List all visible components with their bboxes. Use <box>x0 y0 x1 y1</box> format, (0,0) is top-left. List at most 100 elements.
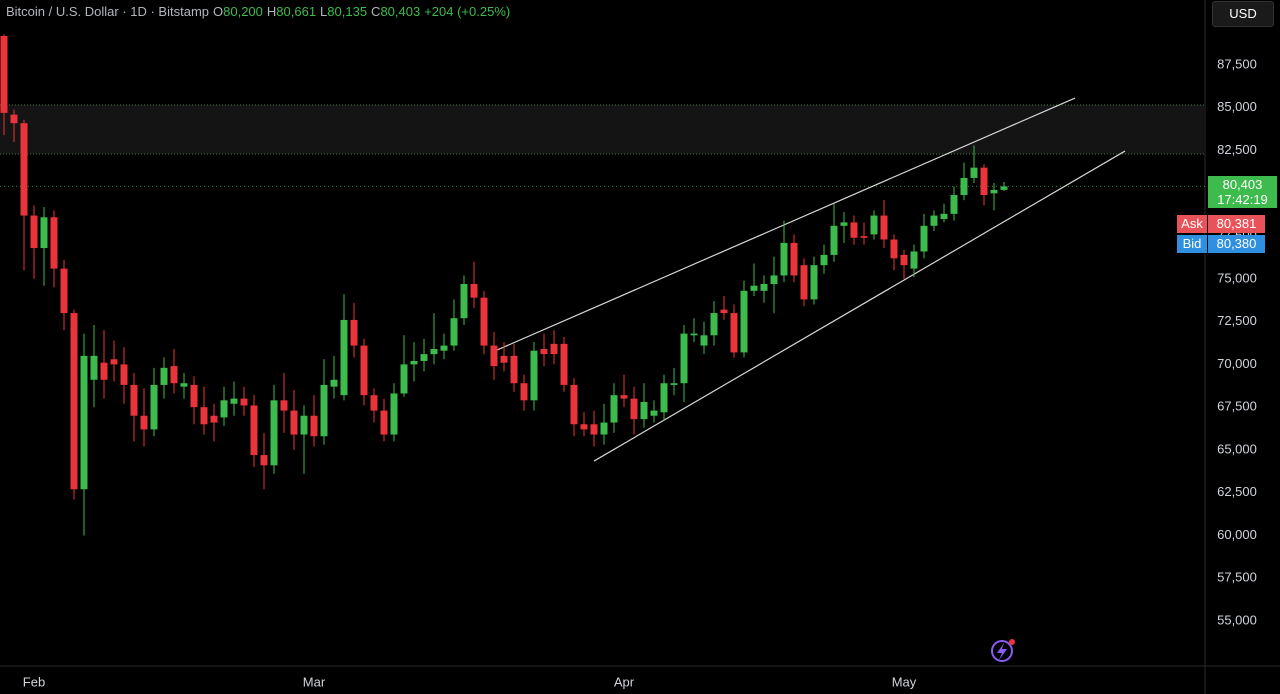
candle-body <box>430 348 438 355</box>
candle-body <box>510 355 518 384</box>
candle-body <box>990 189 998 194</box>
candle-body <box>870 215 878 235</box>
candle-body <box>670 383 678 385</box>
candle-body <box>360 345 368 396</box>
candle-body <box>160 367 168 385</box>
candle-body <box>450 318 458 346</box>
candle-body <box>330 379 338 387</box>
candle-body <box>590 424 598 435</box>
candle-body <box>630 398 638 420</box>
candle-body <box>350 319 358 346</box>
candle-body <box>550 343 558 355</box>
candle-body <box>250 405 258 456</box>
candle-body <box>810 265 818 300</box>
zone <box>0 105 1205 154</box>
ohlc-value: 80,200 <box>223 4 263 19</box>
candle-body <box>650 410 658 416</box>
candle-body <box>610 395 618 423</box>
candle-body <box>570 384 578 425</box>
candle-body <box>730 313 738 353</box>
candle-body <box>620 395 628 399</box>
candle-body <box>820 254 828 266</box>
candle-body <box>320 384 328 437</box>
candle-body <box>470 283 478 298</box>
y-tick-label: 65,000 <box>1217 441 1257 456</box>
y-tick-label: 87,500 <box>1217 56 1257 71</box>
candle-body <box>770 275 778 284</box>
candle-body <box>940 213 948 219</box>
last-price-box: 80,403 17:42:19 <box>1208 176 1277 209</box>
candle-body <box>780 242 788 276</box>
candle-body <box>270 400 278 466</box>
candle-body <box>760 283 768 291</box>
candle-body <box>860 236 868 238</box>
candle-body <box>30 215 38 249</box>
candle-body <box>840 222 848 226</box>
candle-body <box>110 359 118 365</box>
candle-body <box>460 283 468 319</box>
currency[interactable]: USD <box>1212 1 1274 27</box>
x-tick-label: Mar <box>303 674 326 689</box>
candle-body <box>0 35 8 113</box>
candle-body <box>980 167 988 196</box>
candle-body <box>300 415 308 435</box>
candle-body <box>560 343 568 385</box>
candle-body <box>120 364 128 385</box>
trendline <box>593 150 1126 462</box>
symbol: Bitcoin / U.S. Dollar · 1D · Bitstamp <box>6 4 209 19</box>
candle-body <box>530 350 538 401</box>
ohlc-item: L80,135 <box>320 4 367 19</box>
candle-body <box>100 362 108 380</box>
candle-body <box>710 313 718 336</box>
ohlc-key: L <box>320 4 328 19</box>
candle-body <box>60 268 68 314</box>
candle-body <box>80 355 88 490</box>
ohlc-key: H <box>266 4 277 19</box>
candle-body <box>10 114 18 124</box>
y-tick-label: 57,500 <box>1217 570 1257 585</box>
ohlc-item: O80,200 <box>213 4 263 19</box>
countdown: 17:42:19 <box>1217 192 1268 208</box>
candle-body <box>970 167 978 178</box>
candle-body <box>240 398 248 406</box>
candle-body <box>500 355 508 363</box>
candle-body <box>130 384 138 416</box>
candle-body <box>740 290 748 353</box>
candle-body <box>200 407 208 425</box>
candle-body <box>920 225 928 252</box>
candle-body <box>490 345 498 367</box>
candle-body <box>790 242 798 276</box>
y-tick-label: 70,000 <box>1217 356 1257 371</box>
candle-body <box>830 225 838 255</box>
candle-body <box>180 383 188 387</box>
ohlc-item: C80,403 <box>371 4 420 19</box>
candle-body <box>540 348 548 355</box>
icon[interactable] <box>991 639 1015 662</box>
x-tick-label: May <box>892 674 917 689</box>
legend-header: Bitcoin / U.S. Dollar · 1D · Bitstamp O80… <box>6 4 510 19</box>
candle-body <box>410 360 418 365</box>
candle-body <box>910 251 918 269</box>
change: +204 (+0.25%) <box>424 4 511 19</box>
candle-body <box>640 402 648 420</box>
y-tick-label: 62,500 <box>1217 484 1257 499</box>
ohlc-item: H80,661 <box>267 4 316 19</box>
trendline <box>496 97 1076 351</box>
y-tick-label: 72,500 <box>1217 313 1257 328</box>
candle-body <box>230 398 238 404</box>
candle-body <box>700 335 708 346</box>
candle-body <box>720 309 728 314</box>
y-tick-label: 85,000 <box>1217 99 1257 114</box>
candle-body <box>420 354 428 361</box>
ohlc-key: C <box>371 4 381 19</box>
candle-body <box>190 384 198 408</box>
candle-body <box>140 415 148 430</box>
candle-body <box>260 455 268 466</box>
ohlc-key: O <box>213 4 224 19</box>
candle-body <box>1000 186 1008 190</box>
candle-body <box>750 285 758 291</box>
ohlc-value: 80,661 <box>276 4 317 19</box>
candle-body <box>220 400 228 418</box>
candle-body <box>310 415 318 437</box>
